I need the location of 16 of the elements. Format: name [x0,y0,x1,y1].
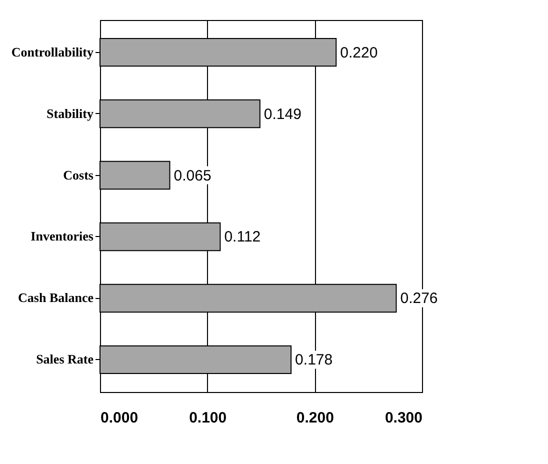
y-tick-label: Inventories [30,228,94,244]
data-label: 0.276 [400,290,438,308]
y-tick-label: Cash Balance [18,290,94,306]
x-tick-label: 0.100 [189,410,227,426]
x-tick-label: 0.300 [384,410,422,426]
y-tick-label: Controllability [11,44,94,60]
x-tick-label: 0.000 [100,410,138,426]
x-tick-label: 0.200 [296,410,334,426]
y-tick-label: Sales Rate [36,352,94,367]
data-label: 0.149 [264,106,302,123]
data-label: 0.065 [174,167,212,184]
data-label: 0.178 [295,352,333,369]
data-label: 0.220 [340,44,378,62]
data-label: 0.112 [224,228,261,246]
y-tick-label: Costs [63,167,94,182]
y-tick-label: Stability [46,106,94,121]
